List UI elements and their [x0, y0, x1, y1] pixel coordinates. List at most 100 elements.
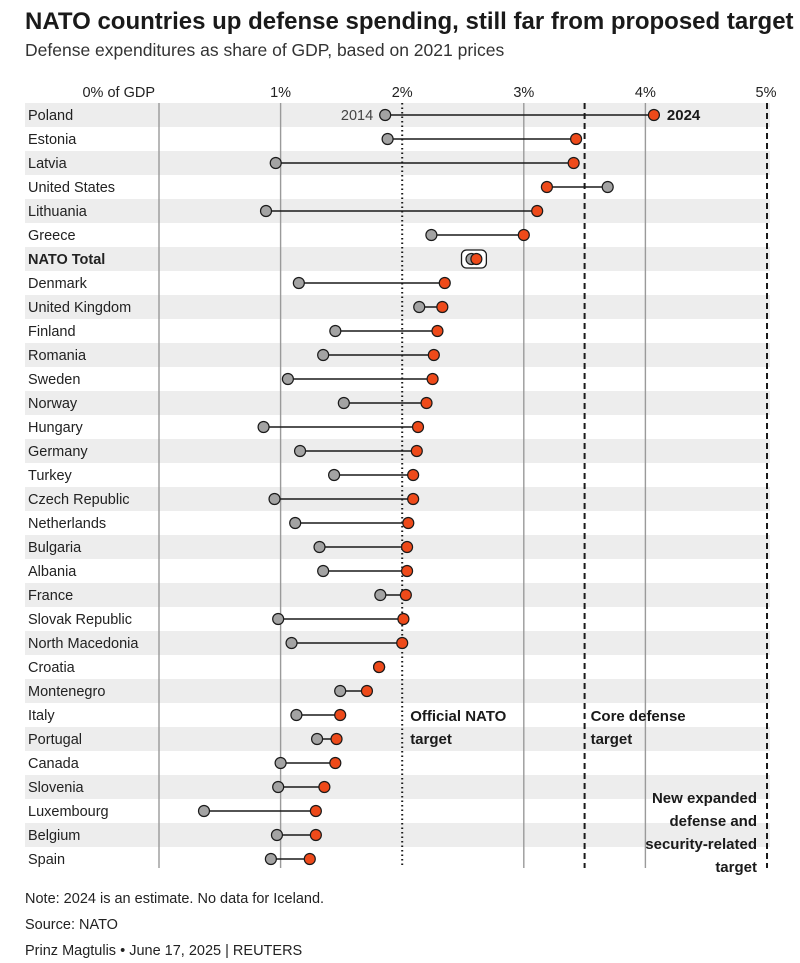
dot-2014	[257, 420, 270, 434]
dot-2024	[407, 468, 420, 482]
category-label: Norway	[28, 396, 78, 412]
dot-2014	[270, 828, 284, 842]
reference-label-line: security-related	[645, 836, 757, 853]
dot-2024	[399, 588, 412, 602]
category-label: Latvia	[28, 156, 68, 172]
dot-2024	[334, 708, 347, 722]
reference-label-line: target	[591, 731, 633, 748]
dot-2014	[285, 636, 298, 650]
category-label: Croatia	[28, 660, 76, 676]
category-label: Slovak Republic	[28, 612, 132, 628]
dot-2014	[374, 588, 387, 602]
dot-2014	[197, 804, 211, 818]
dot-2024	[531, 204, 544, 218]
dot-2024	[426, 372, 439, 386]
dot-2014	[317, 564, 330, 578]
category-label: Albania	[28, 564, 77, 580]
dot-2024	[318, 780, 331, 794]
dot-2024	[396, 636, 409, 650]
dot-2024	[303, 852, 316, 866]
dot-2014	[269, 156, 282, 170]
dot-2014	[268, 492, 281, 506]
category-label: Luxembourg	[28, 804, 109, 820]
reference-label-line: target	[715, 859, 757, 876]
dot-2014	[329, 324, 342, 338]
tick-label: 1%	[270, 85, 291, 101]
dot-2024	[407, 492, 420, 506]
dot-2024	[647, 108, 661, 122]
dot-2024	[397, 612, 410, 626]
category-label: Netherlands	[28, 516, 106, 532]
dot-2024	[431, 324, 444, 338]
tick-label: 4%	[635, 85, 656, 101]
dot-2014	[290, 708, 303, 722]
dot-2024	[569, 132, 583, 146]
reference-label-line: New expanded	[652, 790, 757, 807]
category-label: North Macedonia	[28, 636, 139, 652]
category-label: Estonia	[28, 132, 77, 148]
series-label-2014: 2014	[341, 108, 373, 124]
chart-credit: Prinz Magtulis • June 17, 2025 | REUTERS	[25, 943, 303, 959]
reference-label-line: target	[410, 731, 452, 748]
dot-2024	[410, 444, 423, 458]
dot-2014	[264, 852, 277, 866]
dot-2014	[328, 468, 341, 482]
reference-label: New expanded defense and security-related t…	[645, 790, 757, 876]
series-label-2024: 2024	[667, 107, 701, 124]
row-band	[25, 247, 770, 271]
tick-label: 2%	[392, 85, 413, 101]
dot-2024	[411, 420, 425, 434]
dot-2024	[427, 348, 440, 362]
category-label: Lithuania	[28, 204, 88, 220]
dot-2024	[309, 828, 322, 842]
dot-2024	[400, 564, 414, 578]
category-label: Slovenia	[28, 780, 85, 796]
category-label: Germany	[28, 444, 88, 460]
category-label: Finland	[28, 324, 76, 340]
dot-2024	[420, 396, 433, 410]
category-label: Denmark	[28, 276, 88, 292]
row-band	[25, 679, 770, 703]
dot-2014	[310, 732, 324, 746]
chart-source: Source: NATO	[25, 917, 118, 933]
category-label: United States	[28, 180, 115, 196]
row-band	[25, 727, 770, 751]
chart-note: Note: 2024 is an estimate. No data for I…	[25, 891, 325, 907]
category-label: NATO Total	[28, 252, 105, 268]
category-label: Portugal	[28, 732, 82, 748]
dot-2014	[379, 108, 392, 122]
dot-2014	[334, 684, 347, 698]
reference-label-line: defense and	[669, 813, 757, 830]
category-label: Poland	[28, 108, 73, 124]
dot-2024	[400, 540, 414, 554]
category-label: Montenegro	[28, 684, 105, 700]
category-label: Romania	[28, 348, 87, 364]
dot-2014	[259, 204, 273, 218]
category-label: Bulgaria	[28, 540, 82, 556]
row-band	[25, 295, 770, 319]
dot-2024	[372, 660, 386, 674]
category-label: Greece	[28, 228, 76, 244]
dot-2024	[330, 732, 343, 746]
category-label: Italy	[28, 708, 55, 724]
category-label: France	[28, 588, 73, 604]
dot-2014	[601, 180, 614, 194]
dot-2024	[309, 804, 322, 818]
dot-2014	[281, 372, 294, 386]
dot-2024	[360, 684, 374, 698]
reference-label: Core defense target	[591, 708, 686, 748]
dot-2024	[436, 300, 449, 314]
dot-2024	[470, 252, 483, 266]
category-label: United Kingdom	[28, 300, 131, 316]
dot-2014	[289, 516, 302, 530]
dot-2014	[272, 780, 285, 794]
tick-label: 0% of GDP	[82, 85, 155, 101]
tick-label: 5%	[756, 85, 777, 101]
dot-2014	[274, 756, 287, 770]
dot-2014	[317, 348, 330, 362]
dot-2014	[425, 228, 438, 242]
chart-title: NATO countries up defense spending, stil…	[25, 8, 794, 35]
category-label: Sweden	[28, 372, 80, 388]
dot-2024	[329, 756, 342, 770]
